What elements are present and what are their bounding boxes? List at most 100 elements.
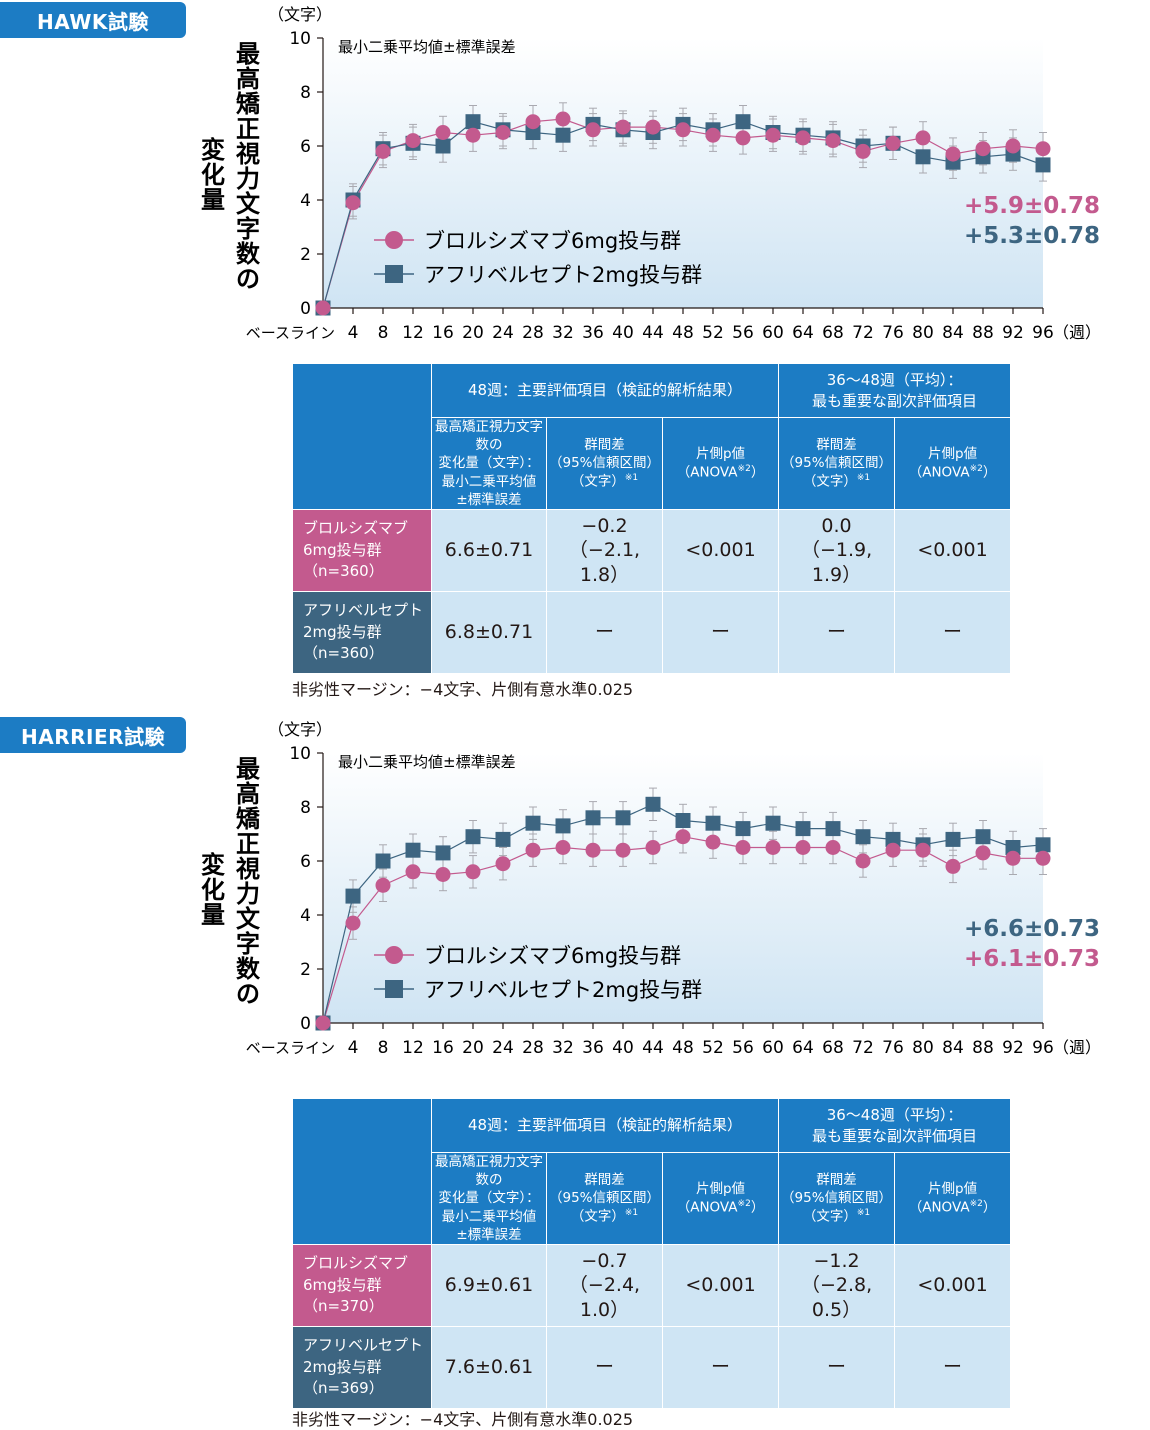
x-tick-label: 40 [612, 1038, 634, 1058]
point-brolucizumab [675, 122, 691, 138]
cell-value: <0.001 [917, 1274, 988, 1297]
cell-p-48: <0.001 [661, 1244, 780, 1328]
y-axis-title-char: の [236, 265, 260, 293]
col-header-text: ） [982, 1199, 997, 1216]
cell-diff-48: −0.2 （−2.1, 1.8） [546, 509, 663, 593]
col-header-p-48: 片側p値 （ANOVA※2） [661, 1151, 780, 1246]
point-aflibercept [735, 821, 751, 837]
harrier-results-table: 48週：主要評価項目（検証的解析結果） 36～48週（平均）： 最も重要な副次評価… [292, 1097, 1012, 1410]
cell-value: ー [711, 1356, 731, 1379]
col-header-text: （文字） [570, 1208, 625, 1225]
point-aflibercept [555, 818, 571, 834]
point-aflibercept [645, 796, 661, 812]
point-aflibercept [735, 114, 751, 130]
x-tick-label: ベースライン [246, 1039, 335, 1057]
x-tick-label: 28 [522, 323, 544, 343]
point-brolucizumab [765, 840, 781, 855]
point-brolucizumab [405, 133, 421, 149]
cell-value: ー [827, 1356, 847, 1379]
point-brolucizumab [975, 141, 991, 157]
cell-ls-mean: 7.6±0.61 [431, 1326, 547, 1410]
point-brolucizumab [645, 119, 661, 135]
y-axis-title-char: 文 [236, 190, 261, 218]
x-tick-label: 76 [882, 323, 904, 343]
x-tick-label: 32 [552, 1038, 574, 1058]
cell-value: <0.001 [685, 1274, 756, 1297]
point-aflibercept [435, 845, 451, 861]
x-tick-label: 32 [552, 323, 574, 343]
cell-diff-48: ー [546, 591, 663, 675]
cell-diff-36-48: −1.2 （−2.8, 0.5） [778, 1244, 896, 1328]
method-label: 最小二乗平均値±標準誤差 [338, 753, 516, 771]
col-header-text: （文字） [570, 473, 625, 490]
header-secondary: 36～48週（平均）： 最も重要な副次評価項目 [778, 1098, 1012, 1153]
col-header-p-48: 片側p値 （ANOVA※2） [661, 416, 780, 511]
header-primary: 48週：主要評価項目（検証的解析結果） [430, 1098, 780, 1153]
col-header-text: ） [750, 1199, 765, 1216]
cell-value: ー [711, 621, 731, 644]
point-brolucizumab [855, 853, 871, 869]
point-brolucizumab [465, 864, 481, 880]
cell-diff-48: ー [546, 1326, 663, 1410]
x-tick-label: 72 [852, 323, 874, 343]
point-brolucizumab [315, 1015, 331, 1031]
y-tick-label: 0 [300, 1014, 311, 1034]
x-tick-label: 84 [942, 323, 964, 343]
row-label-text: ブロルシズマブ [303, 1253, 409, 1272]
point-brolucizumab [1005, 138, 1021, 154]
cell-value: （−2.1, 1.8） [568, 539, 641, 586]
y-axis-title-char: 字 [236, 215, 260, 243]
legend-label-brolucizumab: ブロルシズマブ6mg投与群 [424, 229, 681, 253]
y-tick-label: 10 [289, 29, 311, 49]
point-brolucizumab [945, 146, 961, 162]
harrier-section: HARRIER試験 0 2 4 6 8 10 ベースライン 4 8 12 16 20 24 28 32 36 4… [0, 715, 1150, 1430]
footnote-mark: ※1 [856, 473, 871, 484]
x-tick-label: 36 [582, 323, 604, 343]
x-tick-label: 20 [462, 323, 484, 343]
row-label-text: ブロルシズマブ [303, 518, 409, 537]
table-corner [292, 1097, 432, 1246]
study-tag: HARRIER試験 [0, 717, 186, 753]
point-brolucizumab [585, 122, 601, 138]
x-tick-label: 4 [348, 323, 359, 343]
y-axis-title-char: 量 [201, 186, 225, 214]
x-tick-label: 48 [672, 323, 694, 343]
x-tick-label: 88 [972, 323, 994, 343]
x-tick-label: 16 [432, 1038, 454, 1058]
footnote-mark: ※2 [737, 464, 751, 475]
header-primary-label: 48週：主要評価項目（検証的解析結果） [467, 381, 743, 400]
y-axis-title-char: 力 [236, 165, 260, 193]
cell-diff-48: −0.7 （−2.4, 1.0） [546, 1244, 663, 1328]
cell-diff-36-48: ー [778, 1326, 896, 1410]
footnote-mark: ※2 [737, 1199, 751, 1210]
point-brolucizumab [495, 856, 511, 872]
cell-value: 6.9±0.61 [444, 1274, 534, 1297]
cell-ls-mean: 6.8±0.71 [431, 591, 547, 675]
point-brolucizumab [495, 125, 511, 140]
x-tick-label: 64 [792, 323, 814, 343]
y-tick-label: 4 [300, 906, 311, 926]
y-tick-label: 0 [300, 299, 311, 319]
point-brolucizumab [615, 842, 631, 858]
col-header-text: 群間差 [584, 436, 625, 453]
point-aflibercept [945, 831, 961, 847]
cell-value: 0.0 [821, 514, 852, 537]
point-brolucizumab [465, 127, 481, 143]
cell-value: ー [594, 1356, 614, 1379]
x-tick-label: 8 [378, 323, 389, 343]
y-tick-label: 4 [300, 191, 311, 211]
x-tick-label: 88 [972, 1038, 994, 1058]
y-axis-title-char: 力 [236, 880, 260, 908]
col-header-text: 変化量（文字）： [438, 1190, 540, 1207]
footnote-mark: ※2 [969, 464, 983, 475]
y-tick-label: 2 [300, 245, 311, 265]
x-tick-label: 40 [612, 323, 634, 343]
y-tick-label: 10 [289, 744, 311, 764]
col-header-text: （ANOVA [908, 1199, 970, 1216]
row-label-text: 2mg投与群 [303, 622, 382, 641]
x-tick-label: 12 [402, 1038, 424, 1058]
point-brolucizumab [915, 130, 931, 146]
x-tick-label: 56 [732, 323, 754, 343]
header-secondary-label-2: 最も重要な副次評価項目 [812, 1126, 978, 1145]
